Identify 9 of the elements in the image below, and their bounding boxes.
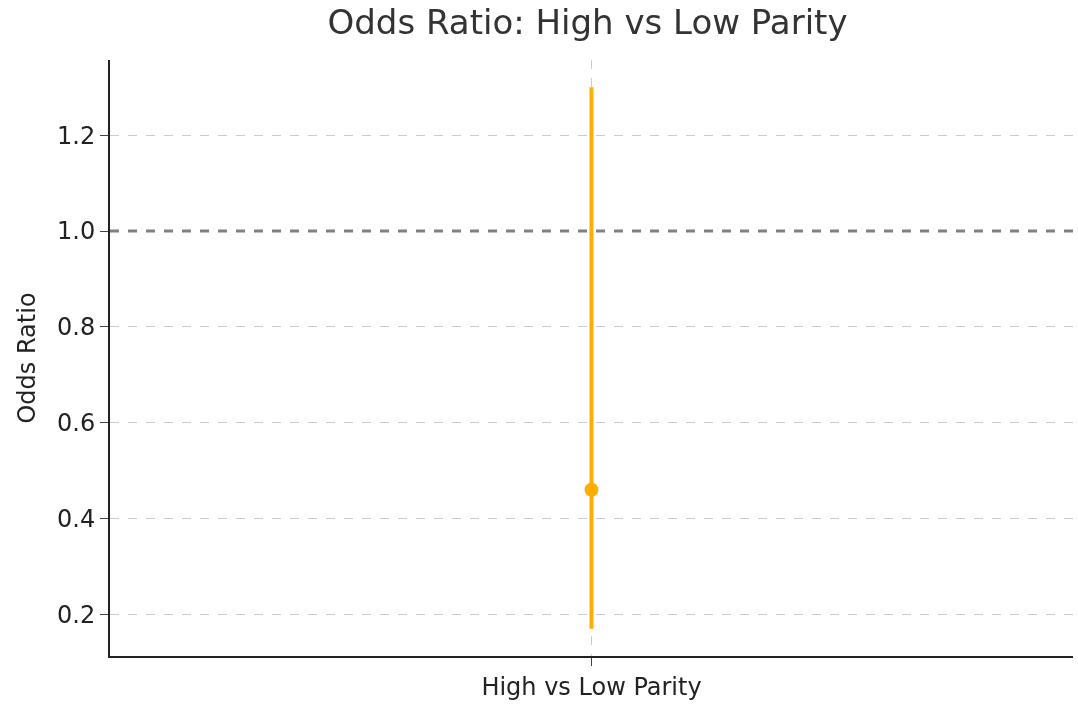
x-tick-label: High vs Low Parity bbox=[481, 672, 702, 701]
y-tick-label: 0.4 bbox=[57, 504, 96, 533]
y-tick-label: 1.2 bbox=[57, 121, 96, 150]
chart-title: Odds Ratio: High vs Low Parity bbox=[327, 2, 848, 43]
y-tick-label: 0.8 bbox=[57, 313, 96, 342]
y-axis-title: Odds Ratio bbox=[12, 292, 41, 424]
y-tick-label: 0.2 bbox=[57, 600, 96, 629]
y-tick-label: 0.6 bbox=[57, 409, 96, 438]
y-tick-label: 1.0 bbox=[57, 217, 96, 246]
